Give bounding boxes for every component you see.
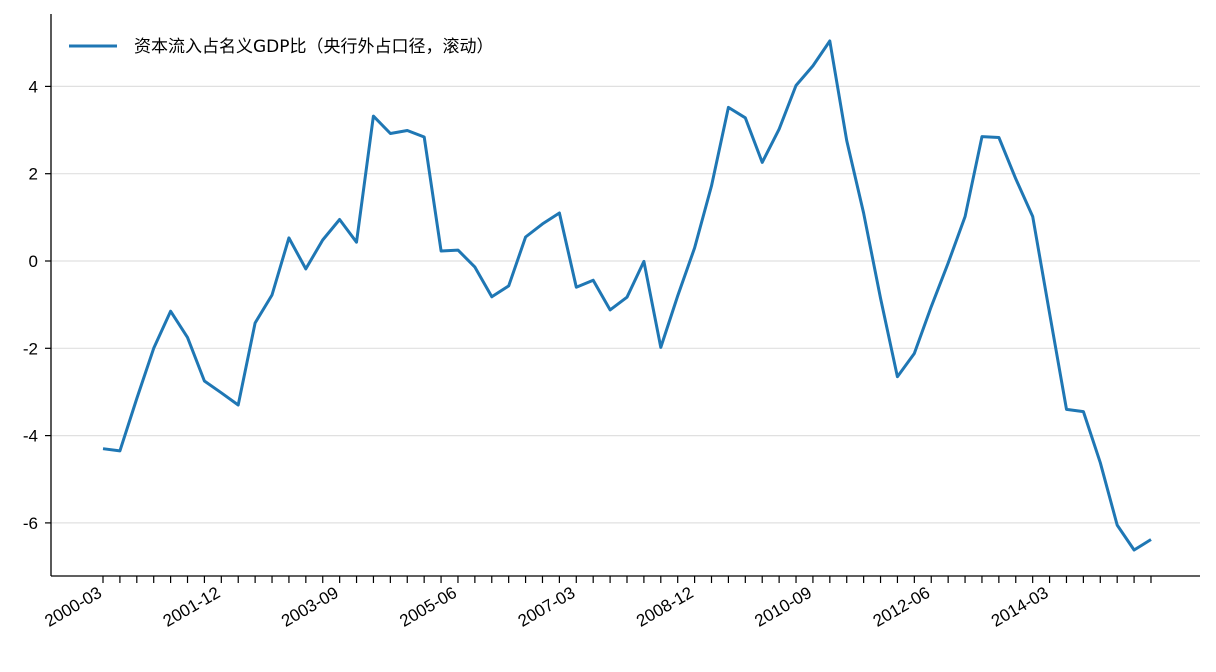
x-tick-label: 2014-03 bbox=[988, 583, 1052, 631]
y-tick-label: 2 bbox=[29, 165, 38, 184]
y-tick-label: -6 bbox=[23, 514, 38, 533]
axes bbox=[50, 14, 1200, 577]
x-ticks: 2000-03 2001-12 2003-09 2005-06 2007-03 2008-… bbox=[41, 576, 1152, 631]
x-tick-label: 2001-12 bbox=[160, 583, 224, 631]
y-tick-label: 4 bbox=[29, 77, 38, 96]
x-tick-label: 2010-09 bbox=[751, 583, 815, 631]
y-tick-label: -2 bbox=[23, 339, 38, 358]
x-tick-label: 2003-09 bbox=[278, 583, 342, 631]
legend-label: 资本流入占名义GDP比（央行外占口径，滚动） bbox=[134, 37, 494, 57]
y-tick-label: -4 bbox=[23, 427, 38, 446]
y-ticks: 4 2 0 -2 -4 -6 bbox=[23, 77, 51, 533]
x-tick-label: 2008-12 bbox=[633, 583, 697, 631]
x-tick-label: 2000-03 bbox=[41, 583, 105, 631]
legend: 资本流入占名义GDP比（央行外占口径，滚动） bbox=[69, 37, 494, 57]
series-lines bbox=[102, 39, 1152, 552]
x-tick-label: 2005-06 bbox=[396, 583, 460, 631]
gridlines bbox=[51, 85, 1200, 524]
series-line bbox=[102, 39, 1152, 552]
y-tick-label: 0 bbox=[29, 252, 38, 271]
x-tick-label: 2012-06 bbox=[870, 583, 934, 631]
x-tick-label: 2007-03 bbox=[515, 583, 579, 631]
